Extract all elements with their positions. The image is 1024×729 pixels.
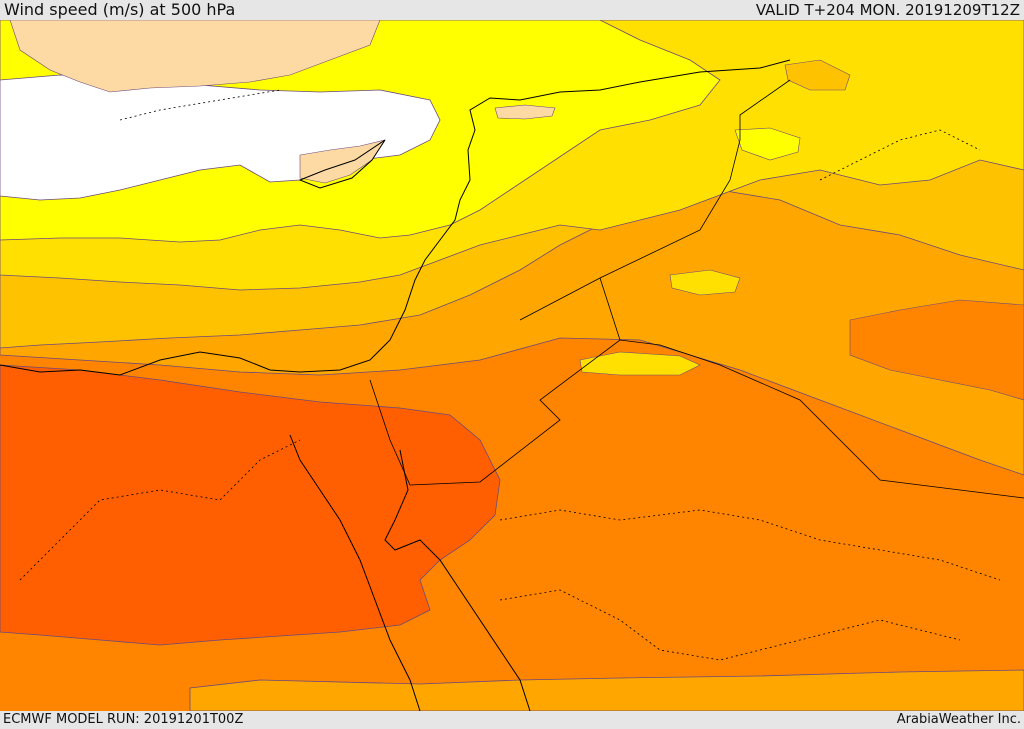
borders [369,79,1024,499]
patch-gold-mid [669,269,741,296]
weather-map[interactable] [0,20,1024,711]
land-tint-nw [9,20,381,93]
valid-time: VALID T+204 MON. 20191209T12Z [755,1,1020,19]
map-title: Wind speed (m/s) at 500 hPa [4,0,236,19]
patch-yellow-east [734,127,801,161]
patch-orange-east [849,299,1024,401]
land-tint-syria [494,104,556,120]
credit-label: ArabiaWeather Inc. [896,712,1021,727]
model-run-label: ECMWF MODEL RUN: 20191201T00Z [3,712,244,727]
band-orange-light-bottom [189,669,1024,711]
coastlines [0,59,791,711]
patch-gold-south [579,351,701,376]
wind-speed-map [0,20,1024,711]
header-bar: Wind speed (m/s) at 500 hPa VALID T+204 … [0,0,1024,20]
patch-amber-east [784,59,851,91]
dotted-borders [19,89,1001,661]
footer-bar: ECMWF MODEL RUN: 20191201T00Z ArabiaWeat… [0,711,1024,729]
